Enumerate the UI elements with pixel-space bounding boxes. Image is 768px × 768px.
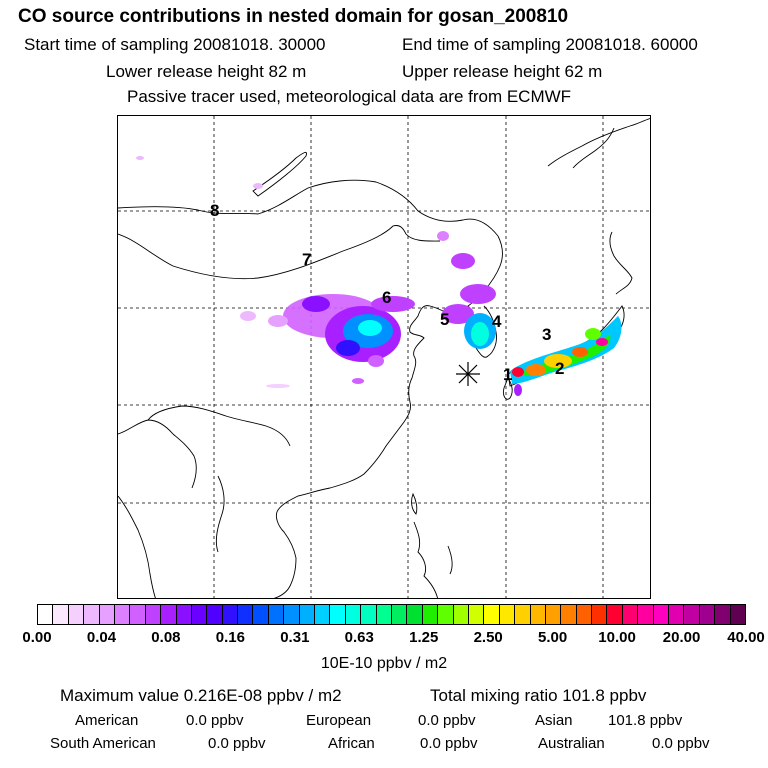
asian-value: 101.8 ppbv [608,712,683,729]
region-label-7: 7 [302,250,311,269]
colorbar-cell [253,605,269,624]
region-label-8: 8 [210,201,219,220]
colorbar-cell [238,605,254,624]
region-label-3: 3 [542,325,551,344]
colorbar-cell [299,605,316,624]
american-label: American [75,712,139,729]
colorbar-cell [407,605,423,624]
european-value: 0.0 ppbv [418,712,476,729]
colorbar-tick-label: 0.31 [280,629,310,646]
colorbar-cell [330,605,346,624]
end-time-label: End time of sampling 20081018. 60000 [402,35,698,54]
colorbar-cell [684,605,700,624]
colorbar [37,604,746,625]
colorbar-cell [561,605,577,624]
colorbar-cell [422,605,439,624]
lower-release-label: Lower release height 82 m [106,62,307,81]
colorbar-tick-label: 0.16 [215,629,245,646]
european-label: European [306,712,372,729]
colorbar-cell [622,605,639,624]
upper-release-label: Upper release height 62 m [402,62,603,81]
colorbar-cell [191,605,208,624]
tracer-note: Passive tracer used, meteorological data… [127,87,572,106]
colorbar-cell [730,605,745,624]
colorbar-cell [161,605,177,624]
colorbar-cell [114,605,131,624]
colorbar-cell [130,605,146,624]
colorbar-tick-label: 20.00 [662,629,701,646]
south-american-value: 0.0 ppbv [208,735,266,752]
colorbar-unit: 10E-10 ppbv / m2 [320,655,448,672]
colorbar-cell [38,605,54,624]
colorbar-cell [345,605,362,624]
colorbar-cell [499,605,516,624]
african-label: African [328,735,375,752]
colorbar-cell [361,605,377,624]
colorbar-cell [376,605,392,624]
colorbar-cell [284,605,300,624]
south-american-label: South American [50,735,156,752]
colorbar-tick-label: 0.63 [344,629,374,646]
colorbar-cell [669,605,685,624]
region-label-2: 2 [555,359,564,378]
colorbar-cell [545,605,562,624]
colorbar-tick-label: 0.00 [22,629,52,646]
colorbar-cell [484,605,500,624]
colorbar-cell [84,605,100,624]
colorbar-tick-label: 10.00 [598,629,636,646]
african-value: 0.0 ppbv [420,735,478,752]
receptor-star-icon [456,362,480,386]
colorbar-cell [145,605,162,624]
colorbar-cell [530,605,546,624]
colorbar-cell [99,605,115,624]
colorbar-tick-label: 0.08 [151,629,181,646]
colorbar-tick-label: 0.04 [86,629,117,646]
total-mixing-label: Total mixing ratio 101.8 ppbv [430,686,647,705]
colorbar-cell [176,605,192,624]
start-time-label: Start time of sampling 20081018. 30000 [24,35,326,54]
region-label-4: 4 [492,312,502,331]
colorbar-cell [438,605,454,624]
colorbar-cell [699,605,716,624]
asian-label: Asian [535,712,573,729]
colorbar-cell [268,605,285,624]
region-label-5: 5 [440,310,449,329]
map-panel: 1 2 3 4 5 6 7 8 [117,115,651,599]
colorbar-cell [576,605,593,624]
colorbar-tick-label: 5.00 [538,629,568,646]
american-value: 0.0 ppbv [186,712,244,729]
colorbar-cell [68,605,85,624]
australian-value: 0.0 ppbv [652,735,710,752]
colorbar-cell [315,605,331,624]
colorbar-cell [515,605,531,624]
region-label-6: 6 [382,288,391,307]
colorbar-cell [53,605,69,624]
colorbar-cell [653,605,670,624]
colorbar-cell [207,605,223,624]
colorbar-cell [607,605,623,624]
colorbar-cell [638,605,654,624]
colorbar-cell [453,605,469,624]
colorbar-cell [715,605,731,624]
australian-label: Australian [538,735,605,752]
colorbar-cell [391,605,408,624]
region-label-1: 1 [503,365,512,384]
colorbar-tick-label: 2.50 [473,629,503,646]
max-value-label: Maximum value 0.216E-08 ppbv / m2 [60,686,342,705]
colorbar-cell [468,605,485,624]
concentration-plume [136,156,622,396]
map-title: CO source contributions in nested domain… [18,6,569,27]
colorbar-cell [222,605,239,624]
colorbar-cell [592,605,608,624]
colorbar-tick-label: 40.00 [727,629,765,646]
map-canvas: 1 2 3 4 5 6 7 8 [118,116,650,598]
colorbar-tick-label: 1.25 [409,629,439,646]
lat-lon-grid [118,116,650,598]
